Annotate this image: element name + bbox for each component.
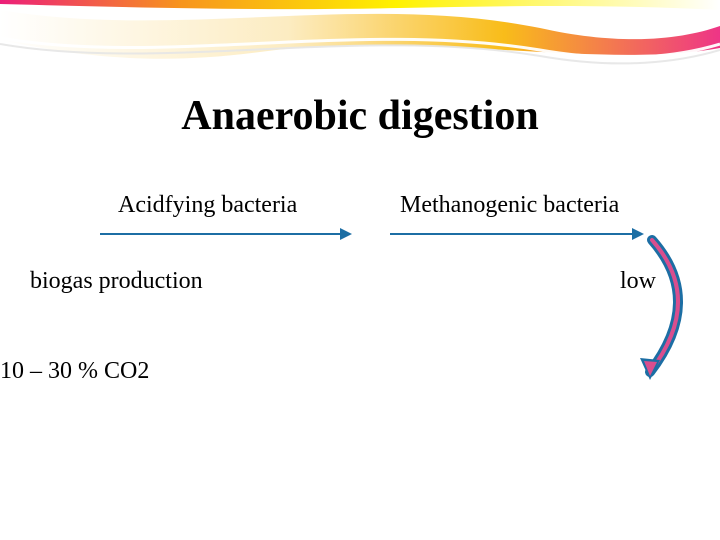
wave-header [0,0,720,72]
arrow-right-line [390,233,632,235]
arrow-left-line [100,233,340,235]
page-title: Anaerobic digestion [0,92,720,140]
label-low: low [620,268,656,295]
arrow-right-head [632,228,644,240]
label-acidifying: Acidfying bacteria [118,192,297,219]
label-biogas: biogas production [30,268,203,295]
label-co2: 10 – 30 % CO2 [0,358,149,385]
slide: Anaerobic digestion Acidfying bacteria M… [0,0,720,540]
label-methanogenic: Methanogenic bacteria [400,192,619,219]
arrow-left-head [340,228,352,240]
